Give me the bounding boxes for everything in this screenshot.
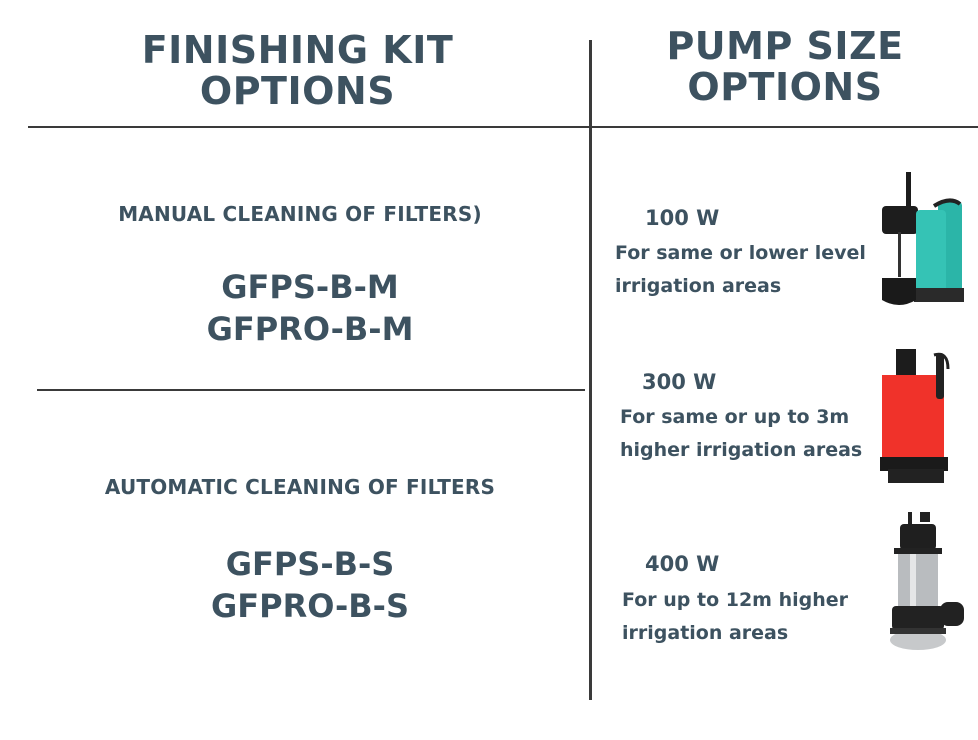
pump-size-header: PUMP SIZE OPTIONS <box>640 26 930 108</box>
vertical-divider <box>589 40 592 700</box>
steel-pump-image <box>890 512 964 650</box>
manual-kit-codes: GFPS-B-M GFPRO-B-M <box>40 266 580 350</box>
pump-400w-wattage: 400 W <box>645 552 720 576</box>
options-divider <box>37 389 585 391</box>
pump-size-header-line2: OPTIONS <box>687 65 883 109</box>
pump-100w-wattage: 100 W <box>645 206 720 230</box>
desc-line: higher irrigation areas <box>620 439 863 461</box>
kit-code: GFPRO-B-M <box>206 310 414 348</box>
desc-line: For same or lower level <box>615 242 866 264</box>
desc-line: For same or up to 3m <box>620 406 850 428</box>
pump-300w-wattage: 300 W <box>642 370 717 394</box>
pump-400w-description: For up to 12m higher irrigation areas <box>622 584 848 650</box>
desc-line: irrigation areas <box>622 622 789 644</box>
teal-pump-image <box>882 172 964 305</box>
pump-100w-description: For same or lower level irrigation areas <box>615 237 866 303</box>
kit-code: GFPS-B-M <box>221 268 399 306</box>
automatic-cleaning-label: AUTOMATIC CLEANING OF FILTERS <box>104 475 496 499</box>
header-divider <box>28 126 978 128</box>
kit-code: GFPS-B-S <box>225 545 395 583</box>
kit-code: GFPRO-B-S <box>210 587 409 625</box>
finishing-kit-header-line1: FINISHING KIT <box>141 28 454 72</box>
automatic-kit-codes: GFPS-B-S GFPRO-B-S <box>40 543 580 627</box>
finishing-kit-header: FINISHING KIT OPTIONS <box>100 30 495 112</box>
pump-300w-description: For same or up to 3m higher irrigation a… <box>620 401 862 467</box>
finishing-kit-header-line2: OPTIONS <box>199 69 396 113</box>
desc-line: irrigation areas <box>615 275 782 297</box>
pump-size-header-line1: PUMP SIZE <box>666 24 904 68</box>
manual-cleaning-label: MANUAL CLEANING OF FILTERS) <box>118 202 482 226</box>
red-pump-image <box>880 349 950 483</box>
desc-line: For up to 12m higher <box>622 589 849 611</box>
